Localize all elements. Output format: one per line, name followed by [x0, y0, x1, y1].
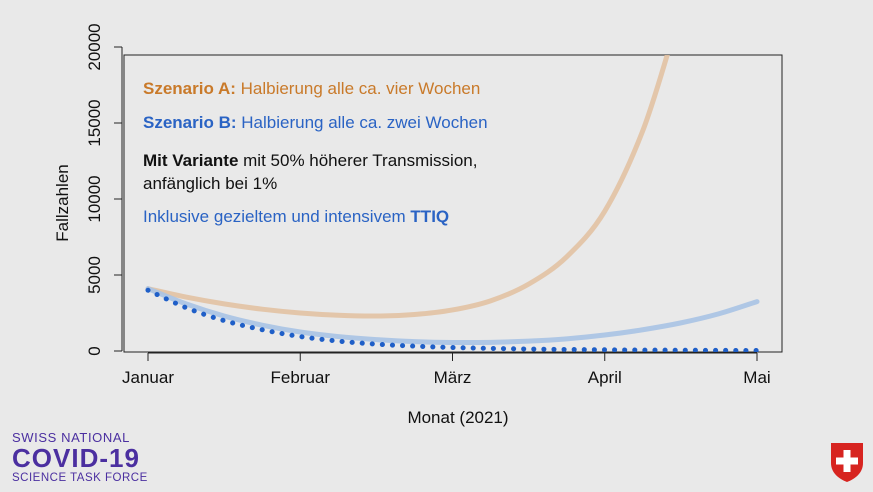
y-tick-label: 5000: [85, 256, 104, 294]
x-tick-label: Mai: [743, 368, 770, 387]
task-force-logo: SWISS NATIONAL COVID-19 SCIENCE TASK FOR…: [12, 430, 148, 485]
series-line-b: [145, 286, 760, 346]
x-tick-label: März: [434, 368, 472, 387]
y-tick-label: 10000: [85, 175, 104, 222]
series-line-a: [145, 55, 670, 319]
y-tick-label: 15000: [85, 99, 104, 146]
series-line-ttiq: [145, 287, 760, 352]
y-axis-label: Fallzahlen: [53, 164, 72, 242]
x-tick-label: Januar: [122, 368, 174, 387]
x-tick-label: Februar: [270, 368, 330, 387]
logo-line3: SCIENCE TASK FORCE: [12, 472, 148, 484]
y-tick-label: 0: [85, 346, 104, 355]
annotation-line: anfänglich bei 1%: [143, 174, 277, 193]
swiss-shield-icon: [831, 443, 863, 482]
logo-line1: SWISS NATIONAL: [12, 430, 130, 445]
x-axis-label: Monat (2021): [407, 408, 508, 427]
plot-frame: [123, 54, 783, 353]
annotation-line: Szenario A: Halbierung alle ca. vier Woc…: [143, 79, 480, 98]
annotation-line: Mit Variante mit 50% höherer Transmissio…: [143, 151, 477, 170]
annotation-line: Szenario B: Halbierung alle ca. zwei Woc…: [143, 113, 488, 132]
chart: Januar Februar März April Mai 0 5000 10000 15000…: [53, 23, 783, 427]
y-tick-label: 20000: [85, 23, 104, 70]
x-tick-label: April: [588, 368, 622, 387]
annotation-line: Inklusive gezieltem und intensivem TTIQ: [143, 207, 449, 226]
logo-line2: COVID-19: [12, 443, 140, 473]
